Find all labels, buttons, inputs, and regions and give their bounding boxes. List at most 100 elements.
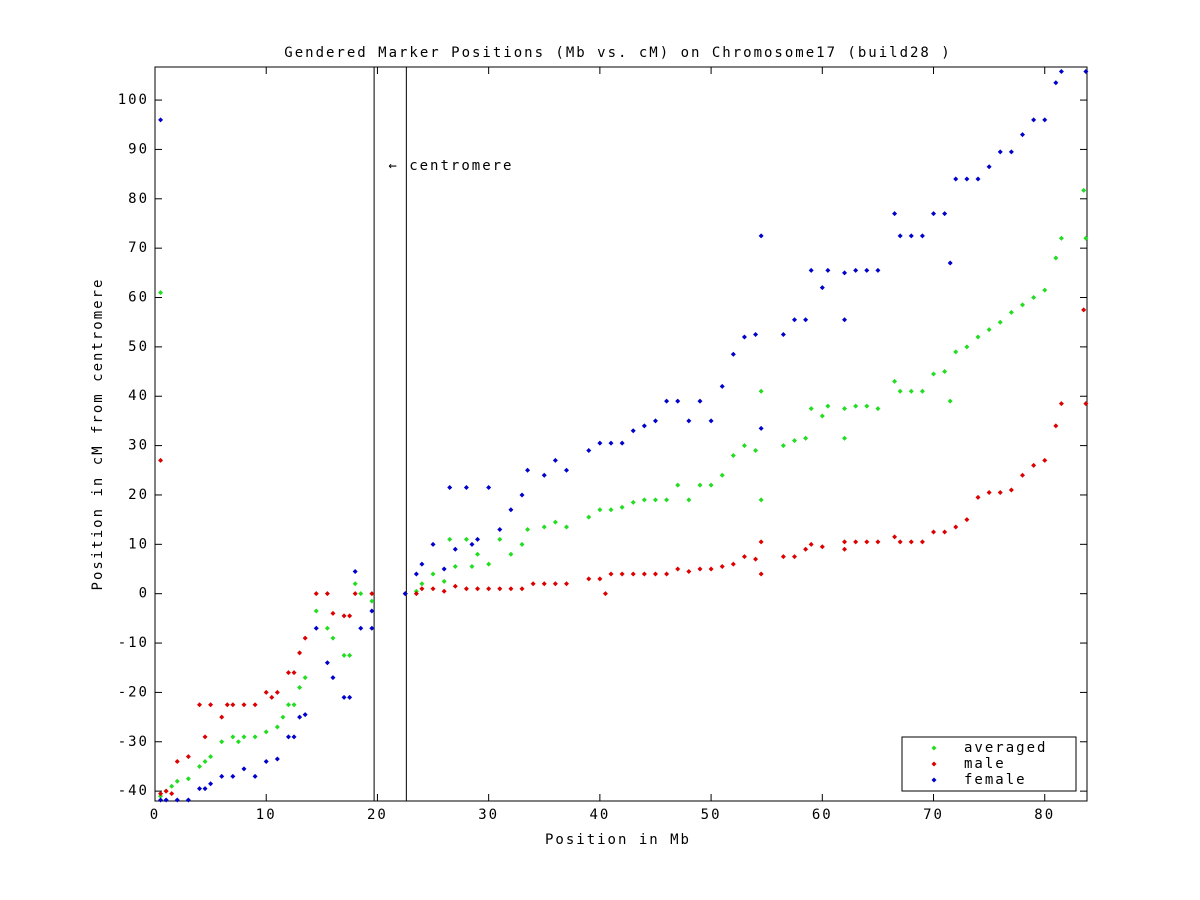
scatter-point [1058, 68, 1064, 74]
scatter-point [819, 285, 825, 291]
scatter-point [519, 492, 525, 498]
scatter-point [452, 564, 458, 570]
scatter-point [753, 556, 759, 562]
scatter-point [219, 773, 225, 779]
scatter-point [452, 583, 458, 589]
scatter-point [780, 443, 786, 449]
scatter-point [158, 290, 164, 296]
scatter-point [931, 211, 937, 217]
scatter-point [269, 694, 275, 700]
scatter-point [475, 551, 481, 557]
legend-marker [931, 777, 937, 783]
scatter-point [586, 448, 592, 454]
scatter-point [758, 497, 764, 503]
scatter-point [808, 267, 814, 273]
scatter-point [369, 625, 375, 631]
scatter-point [825, 267, 831, 273]
x-tick-label: 20 [367, 807, 388, 823]
scatter-point [842, 270, 848, 276]
scatter-point [664, 571, 670, 577]
scatter-point [297, 714, 303, 720]
scatter-point [697, 566, 703, 572]
scatter-point [1019, 132, 1025, 138]
scatter-point [369, 591, 375, 597]
scatter-point [875, 406, 881, 412]
scatter-point [892, 211, 898, 217]
scatter-point [975, 494, 981, 500]
scatter-point [252, 773, 258, 779]
scatter-point [274, 724, 280, 730]
scatter-point [664, 497, 670, 503]
scatter-point [908, 539, 914, 545]
scatter-point [358, 625, 364, 631]
scatter-point [758, 425, 764, 431]
scatter-point [686, 418, 692, 424]
scatter-point [730, 561, 736, 567]
scatter-point [758, 233, 764, 239]
scatter-point [174, 797, 180, 803]
scatter-point [285, 670, 291, 676]
scatter-point [741, 554, 747, 560]
scatter-point [241, 766, 247, 772]
scatter-point [252, 734, 258, 740]
scatter-point [219, 739, 225, 745]
scatter-point [641, 497, 647, 503]
scatter-point [347, 652, 353, 658]
scatter-point [597, 507, 603, 513]
scatter-point [297, 650, 303, 656]
scatter-point [619, 440, 625, 446]
scatter-point [419, 561, 425, 567]
scatter-point [313, 608, 319, 614]
scatter-point [541, 472, 547, 478]
scatter-point [1019, 472, 1025, 478]
scatter-point [230, 734, 236, 740]
y-tick-label: -10 [118, 635, 149, 651]
scatter-point [942, 369, 948, 375]
legend-marker [931, 745, 937, 751]
scatter-point [291, 670, 297, 676]
scatter-point [803, 317, 809, 323]
scatter-point [741, 443, 747, 449]
scatter-point [864, 403, 870, 409]
y-tick-label: -40 [118, 783, 149, 799]
scatter-point [208, 754, 214, 760]
scatter-point [1042, 457, 1048, 463]
scatter-point [486, 485, 492, 491]
scatter-point [719, 564, 725, 570]
scatter-point [753, 448, 759, 454]
scatter-point [758, 539, 764, 545]
scatter-point [853, 267, 859, 273]
scatter-point [497, 586, 503, 592]
scatter-point [586, 576, 592, 582]
scatter-point [652, 571, 658, 577]
scatter-point [552, 457, 558, 463]
scatter-point [541, 581, 547, 587]
scatter-point [564, 467, 570, 473]
scatter-point [352, 591, 358, 597]
scatter-point [931, 529, 937, 535]
scatter-point [552, 519, 558, 525]
scatter-point [864, 267, 870, 273]
scatter-point [508, 507, 514, 513]
scatter-point [313, 591, 319, 597]
scatter-point [291, 702, 297, 708]
scatter-point [302, 712, 308, 718]
scatter-point [463, 586, 469, 592]
scatter-point [352, 581, 358, 587]
y-tick-label: 10 [128, 536, 149, 552]
scatter-point [1031, 462, 1037, 468]
scatter-point [419, 581, 425, 587]
legend-label: female [964, 772, 1027, 788]
scatter-point [853, 403, 859, 409]
scatter-point [302, 675, 308, 681]
scatter-point [964, 517, 970, 523]
scatter-point [1031, 295, 1037, 301]
scatter-point [347, 613, 353, 619]
scatter-point [463, 485, 469, 491]
scatter-point [541, 524, 547, 530]
scatter-point [475, 586, 481, 592]
scatter-point [842, 406, 848, 412]
scatter-point [842, 317, 848, 323]
scatter-point [686, 568, 692, 574]
